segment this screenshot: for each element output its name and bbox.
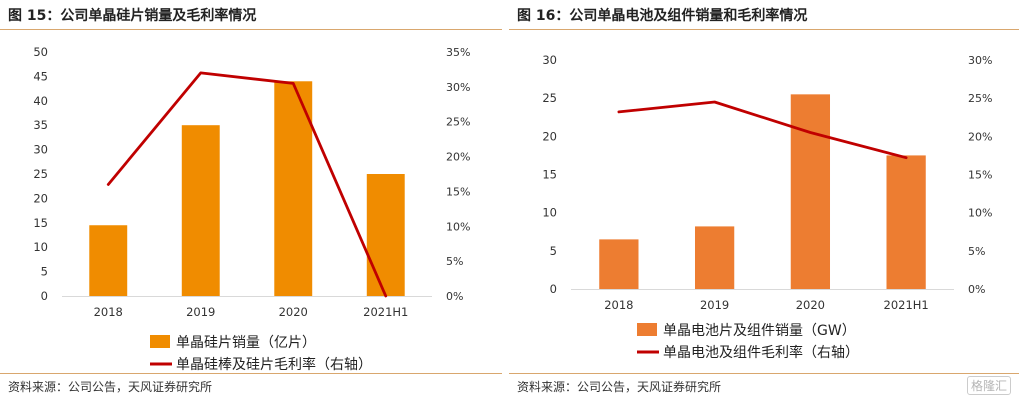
left-legend-bar-swatch [150, 335, 170, 348]
left-y2-tick-label: 35% [446, 46, 470, 59]
left-y2-tick-label: 20% [446, 151, 470, 164]
left-figure-panel: 图 15：公司单晶硅片销量及毛利率情况 0 5 10 15 20 25 30 35 40 45 50… [0, 0, 502, 400]
left-source-note: 资料来源：公司公告，天风证券研究所 [8, 380, 213, 394]
right-x-tick-label: 2021H1 [884, 298, 929, 312]
right-y-tick-label: 10 [542, 206, 557, 220]
right-y-tick-label: 5 [550, 244, 557, 258]
left-y-tick-label: 5 [41, 265, 48, 279]
left-y-tick-label: 0 [41, 289, 48, 303]
right-bar-2020 [790, 94, 831, 289]
watermark-logo: 格隆汇 [966, 376, 1011, 395]
right-bar-2021h1 [886, 155, 926, 289]
right-y2-tick-label: 20% [968, 130, 992, 143]
left-margin-line [106, 71, 388, 298]
right-margin-line [617, 100, 908, 160]
right-chart: 0 5 10 15 20 25 30 0% 5% 10% 15% 20% 25% 30% 2018 2019 2… [542, 53, 992, 361]
left-source-divider [0, 373, 502, 374]
left-legend-line-label: 单晶硅棒及硅片毛利率（右轴） [176, 356, 372, 372]
right-y2-tick-label: 15% [968, 169, 992, 182]
left-title-divider [0, 29, 502, 30]
right-x-tick-label: 2020 [796, 298, 825, 312]
left-x-tick-label: 2020 [279, 305, 308, 319]
left-legend-bar-label: 单晶硅片销量（亿片） [176, 335, 316, 351]
right-y2-tick-label: 30% [968, 54, 992, 67]
left-y-tick-label: 40 [33, 94, 48, 108]
left-bar-2019 [181, 125, 220, 296]
right-y2-tick-label: 10% [968, 207, 992, 220]
right-bar-2018 [599, 239, 639, 289]
left-y-tick-label: 45 [33, 69, 48, 83]
left-y-tick-label: 50 [33, 45, 48, 59]
right-y2-tick-label: 25% [968, 92, 992, 105]
left-bar-2021h1 [366, 174, 405, 296]
left-y2-tick-label: 10% [446, 220, 470, 233]
right-legend-line-label: 单晶电池及组件毛利率（右轴） [663, 344, 859, 361]
right-y-tick-label: 20 [542, 129, 557, 143]
left-x-tick-label: 2018 [94, 305, 123, 319]
right-source-note: 资料来源：公司公告，天风证券研究所 [517, 380, 722, 394]
left-y-tick-label: 15 [33, 216, 48, 230]
left-figure-title: 图 15：公司单晶硅片销量及毛利率情况 [8, 8, 257, 24]
right-y-tick-label: 30 [542, 53, 557, 67]
right-y-tick-label: 15 [542, 168, 557, 182]
right-y-tick-label: 25 [542, 91, 557, 105]
left-y-tick-label: 30 [33, 143, 48, 157]
left-bar-2018 [89, 225, 128, 296]
left-y-tick-label: 25 [33, 167, 48, 181]
left-x-tick-label: 2021H1 [363, 305, 408, 319]
left-bar-2020 [274, 81, 313, 296]
right-x-tick-label: 2018 [604, 298, 633, 312]
left-y2-tick-label: 30% [446, 81, 470, 94]
left-x-tick-label: 2019 [186, 305, 215, 319]
right-title-divider [509, 29, 1019, 30]
left-y2-tick-label: 15% [446, 185, 470, 198]
right-y2-tick-label: 5% [968, 245, 985, 258]
left-y-tick-label: 20 [33, 191, 48, 205]
right-y-tick-label: 0 [550, 282, 557, 296]
right-y2-tick-label: 0% [968, 283, 985, 296]
right-x-tick-label: 2019 [700, 298, 729, 312]
left-y2-tick-label: 25% [446, 116, 470, 129]
right-figure-title: 图 16：公司单晶电池及组件销量和毛利率情况 [517, 8, 808, 24]
left-y2-tick-label: 0% [446, 290, 463, 303]
right-bar-2019 [694, 226, 735, 289]
left-y2-tick-label: 5% [446, 255, 463, 268]
left-chart: 0 5 10 15 20 25 30 35 40 45 50 0% 5% 10% 15% 20% 25% 30% 3… [33, 45, 470, 372]
right-legend-bar-label: 单晶电池片及组件销量（GW） [663, 323, 856, 339]
right-figure-panel: 图 16：公司单晶电池及组件销量和毛利率情况 0 5 10 15 20 25 30 0% 5% 1… [509, 0, 1019, 400]
left-y-tick-label: 10 [33, 240, 48, 254]
right-legend-bar-swatch [637, 323, 657, 336]
left-y-tick-label: 35 [33, 118, 48, 132]
right-source-divider [509, 373, 1019, 374]
